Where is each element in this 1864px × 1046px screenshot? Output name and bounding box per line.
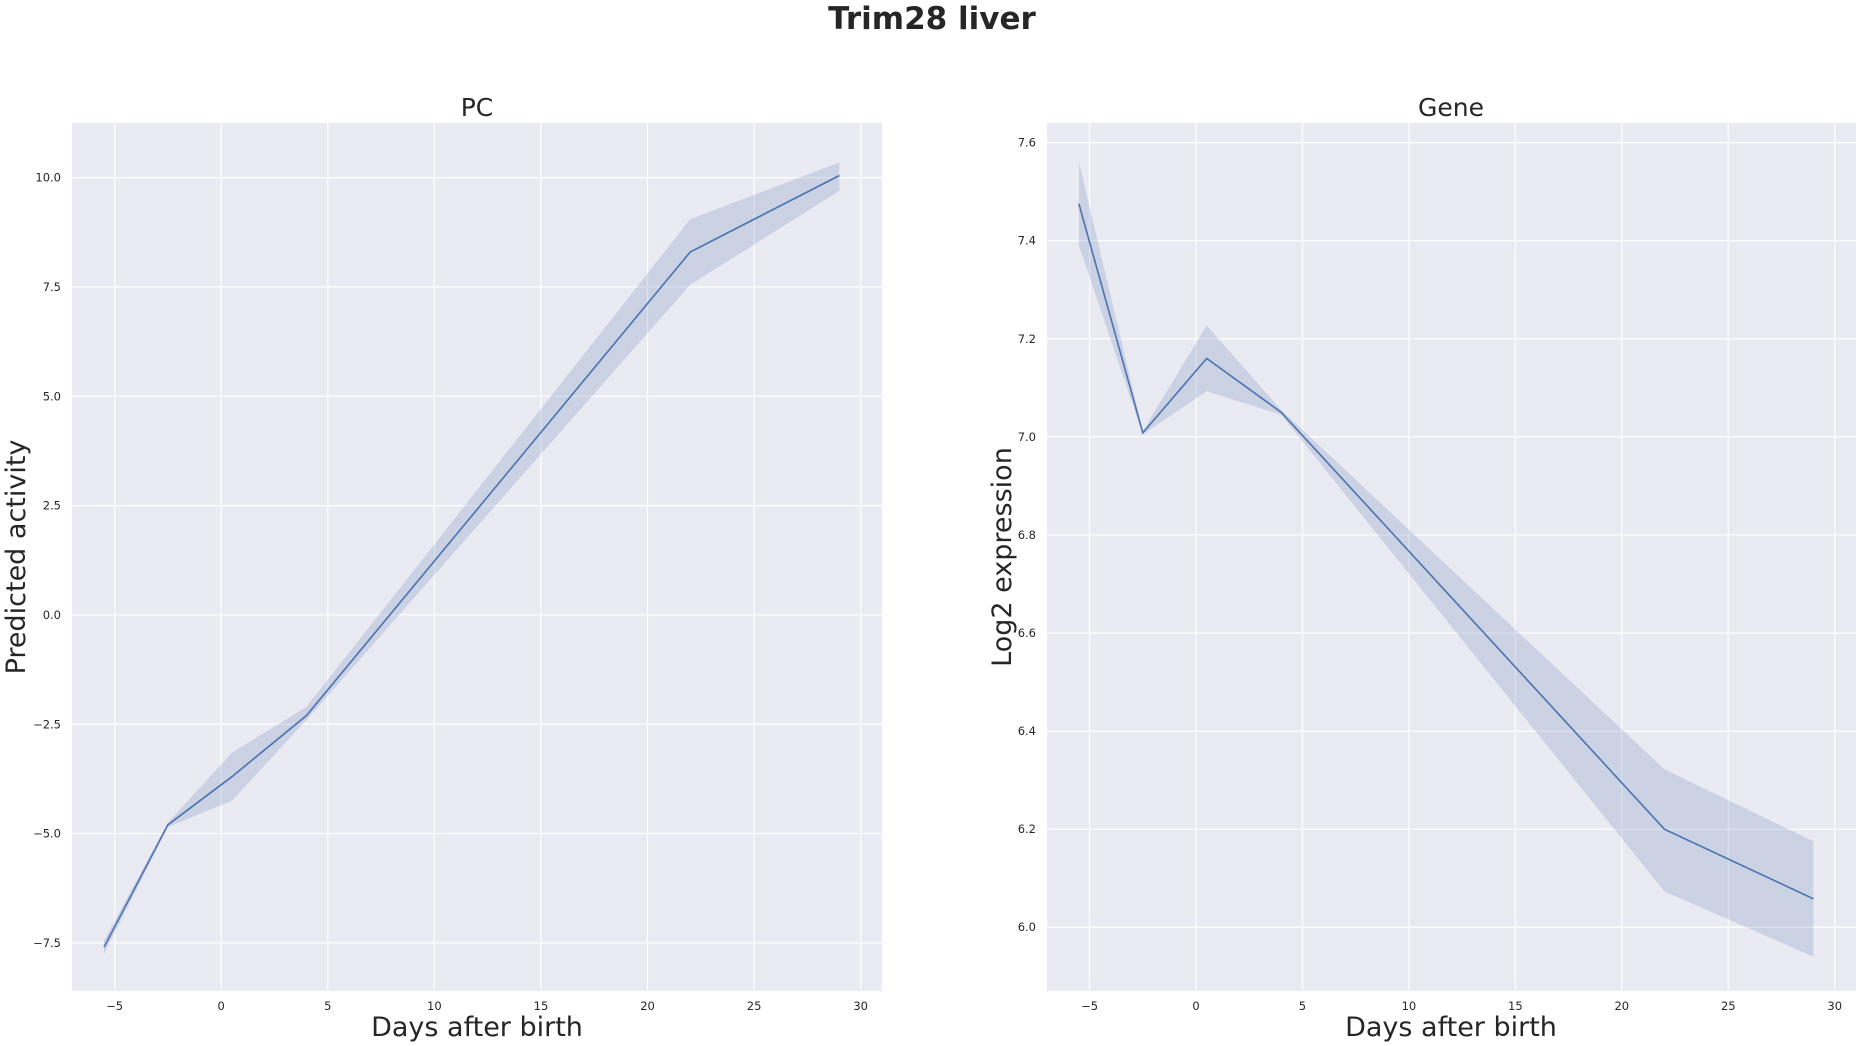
y-tick-label: 7.2 <box>1018 332 1036 346</box>
y-tick-label: 6.8 <box>1018 528 1036 542</box>
y-tick-label: 0.0 <box>43 608 61 622</box>
y-tick-label: 6.0 <box>1018 920 1036 934</box>
x-axis-label-pc: Days after birth <box>371 1012 583 1043</box>
confidence-band-gene <box>1078 162 1814 957</box>
y-tick-label: −5.0 <box>33 827 61 841</box>
gridlines-gene <box>1047 123 1856 991</box>
y-tick-label: 6.2 <box>1018 822 1036 836</box>
y-tick-label: 7.6 <box>1018 136 1036 150</box>
x-axis-label-gene: Days after birth <box>1345 1012 1557 1043</box>
y-tick-label: 7.4 <box>1018 234 1036 248</box>
x-tick-label: 20 <box>1614 999 1629 1013</box>
y-axis-label-gene: Log2 expression <box>987 447 1018 667</box>
series-line-gene <box>1078 203 1814 900</box>
y-tick-label: 6.4 <box>1018 724 1036 738</box>
x-tick-label: 10 <box>427 999 442 1013</box>
y-tick-label: −2.5 <box>33 717 61 731</box>
y-axis-label-pc: Predicted activity <box>1 440 32 675</box>
panel-pc: −5 0 5 10 15 20 25 30 −7.5 −5.0 −2.5 0.0 2.5 5.0 7.5 1… <box>1 93 882 1043</box>
x-tick-label: 15 <box>534 999 549 1013</box>
y-tick-label: −7.5 <box>33 936 61 950</box>
x-tick-label: 25 <box>747 999 762 1013</box>
x-tick-label: 30 <box>853 999 868 1013</box>
x-tick-label: 0 <box>1192 999 1199 1013</box>
x-tick-label: 25 <box>1721 999 1736 1013</box>
figure-title: Trim28 liver <box>828 1 1036 37</box>
panel-title-gene: Gene <box>1418 93 1484 122</box>
y-tick-label: 2.5 <box>43 499 61 513</box>
x-tick-label: 20 <box>640 999 655 1013</box>
panel-gene: −5 0 5 10 15 20 25 30 6.0 6.2 6.4 6.6 6.8 7.0 7.2 7.4 7… <box>987 93 1856 1043</box>
x-tick-label: −5 <box>1081 999 1098 1013</box>
panel-title-pc: PC <box>461 93 494 122</box>
x-tick-label: −5 <box>106 999 123 1013</box>
y-ticks-gene: 6.0 6.2 6.4 6.6 6.8 7.0 7.2 7.4 7.6 <box>1018 136 1036 935</box>
series-line-pc <box>103 174 840 948</box>
x-tick-label: 5 <box>1299 999 1306 1013</box>
x-tick-label: 15 <box>1508 999 1523 1013</box>
y-tick-label: 5.0 <box>43 389 61 403</box>
plot-area-pc <box>72 123 882 991</box>
x-tick-label: 30 <box>1827 999 1842 1013</box>
x-ticks-gene: −5 0 5 10 15 20 25 30 <box>1081 999 1842 1013</box>
x-tick-label: 10 <box>1402 999 1417 1013</box>
gridlines-pc <box>72 123 882 991</box>
x-tick-label: 0 <box>218 999 225 1013</box>
plot-area-gene <box>1047 123 1856 991</box>
y-tick-label: 7.5 <box>43 280 61 294</box>
y-tick-label: 6.6 <box>1018 626 1036 640</box>
y-tick-label: 10.0 <box>35 171 61 185</box>
y-tick-label: 7.0 <box>1018 430 1036 444</box>
x-tick-label: 5 <box>324 999 331 1013</box>
x-ticks-pc: −5 0 5 10 15 20 25 30 <box>106 999 868 1013</box>
y-ticks-pc: −7.5 −5.0 −2.5 0.0 2.5 5.0 7.5 10.0 <box>33 171 61 950</box>
